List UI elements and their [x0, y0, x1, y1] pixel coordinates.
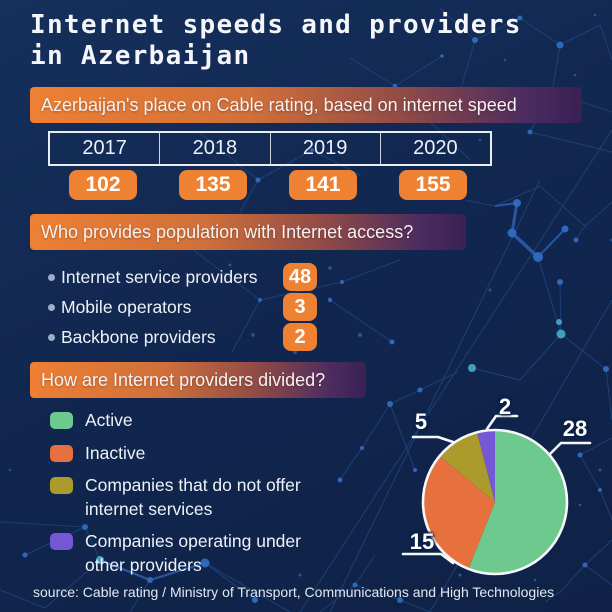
legend-label: Companies that do not offer internet ser…	[85, 475, 301, 519]
page-title-line1: Internet speeds and providers	[30, 10, 522, 40]
pie-value-label-active: 28	[562, 416, 588, 441]
legend-item: Companies operating under other provider…	[50, 530, 350, 577]
pie-slice	[477, 431, 495, 502]
pie-value-label-inactive: 15	[409, 529, 435, 554]
bullet-icon	[48, 334, 55, 341]
providers-section-banner: Who provides population with Internet ac…	[30, 214, 466, 250]
rating-values-row: 102 135 141 155	[48, 170, 488, 200]
bullet-icon	[48, 274, 55, 281]
pie-value-label-under-others: 2	[498, 394, 512, 419]
provider-label: Backbone providers	[61, 327, 216, 347]
pie-slice	[468, 431, 566, 573]
list-item: Mobile operators 3	[48, 292, 348, 322]
page-title: Internet speeds and providers in Azerbai…	[30, 10, 522, 72]
provider-label: Mobile operators	[61, 297, 192, 317]
pie-outline	[421, 428, 569, 576]
legend-swatch-under-others	[50, 533, 73, 550]
rating-value-badge: 135	[179, 170, 247, 200]
pie-slice	[423, 456, 495, 569]
list-item: Backbone providers 2	[48, 322, 348, 352]
rating-value-badge: 155	[399, 170, 467, 200]
legend-swatch-inactive	[50, 444, 73, 462]
division-section-banner: How are Internet providers divided?	[30, 362, 366, 398]
list-item: Internet service providers 48	[48, 262, 348, 292]
legend-swatch-no-internet	[50, 477, 73, 494]
legend-item: Active	[50, 409, 350, 433]
rating-section-banner: Azerbaijan's place on Cable rating, base…	[30, 87, 582, 123]
year-header: 2018	[159, 133, 269, 164]
rating-value-badge: 102	[69, 170, 137, 200]
provider-count-badge: 3	[283, 293, 317, 321]
year-header: 2020	[379, 133, 490, 164]
provider-label: Internet service providers	[61, 267, 258, 287]
legend-label: Inactive	[85, 442, 146, 463]
source-note: source: Cable rating / Ministry of Trans…	[33, 584, 555, 600]
pie-leader-lines	[401, 414, 592, 565]
provider-count-badge: 48	[283, 263, 317, 291]
rating-years-table: 2017 2018 2019 2020	[48, 131, 492, 166]
legend-item: Companies that do not offer internet ser…	[50, 474, 350, 521]
page-title-line2: in Azerbaijan	[30, 41, 251, 71]
year-header: 2019	[269, 133, 380, 164]
legend-label: Companies operating under other provider…	[85, 531, 301, 575]
legend-swatch-active	[50, 412, 73, 429]
pie-value-label-no-internet: 5	[414, 409, 428, 434]
provider-count-badge: 2	[283, 323, 317, 351]
year-header: 2017	[82, 137, 127, 159]
rating-value-badge: 141	[289, 170, 357, 200]
bullet-icon	[48, 304, 55, 311]
pie-slice	[440, 433, 495, 502]
providers-list: Internet service providers 48 Mobile ope…	[48, 262, 348, 352]
legend-item: Inactive	[50, 442, 350, 466]
legend-label: Active	[85, 410, 133, 430]
pie-legend: Active Inactive Companies that do not of…	[50, 409, 350, 586]
